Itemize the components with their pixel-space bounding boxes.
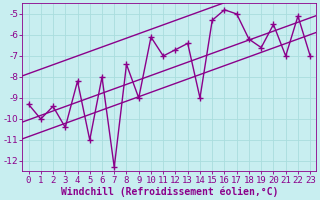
X-axis label: Windchill (Refroidissement éolien,°C): Windchill (Refroidissement éolien,°C) [61,186,278,197]
